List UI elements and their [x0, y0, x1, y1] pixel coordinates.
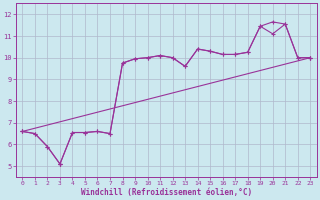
X-axis label: Windchill (Refroidissement éolien,°C): Windchill (Refroidissement éolien,°C)	[81, 188, 252, 197]
